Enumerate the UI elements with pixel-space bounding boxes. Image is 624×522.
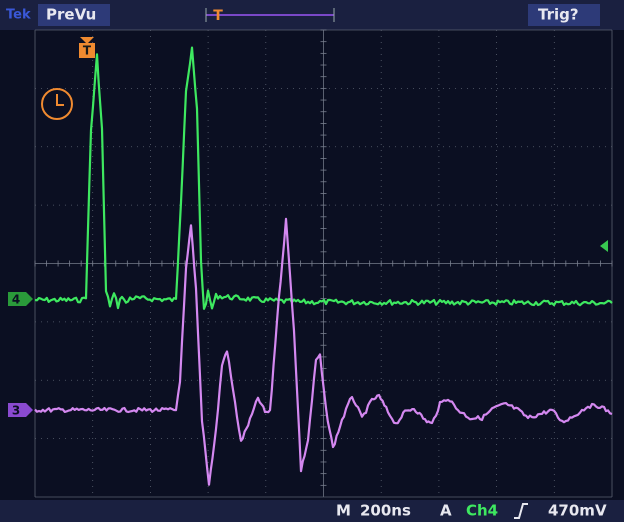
channel-4-label: 4 xyxy=(12,293,20,307)
trigger-source: Ch4 xyxy=(466,502,498,520)
trigger-status: Trig? xyxy=(538,6,579,24)
trigger-prefix: A xyxy=(440,502,452,520)
status-bar xyxy=(0,500,624,522)
oscilloscope-screen: Tek PreVu T Trig? T 4 3 M 200ns A Ch4 47… xyxy=(0,0,624,522)
timebase: 200ns xyxy=(360,502,411,520)
timebase-prefix: M xyxy=(336,502,351,520)
mode: PreVu xyxy=(46,6,96,24)
record-trigger-marker: T xyxy=(213,8,223,24)
trigger-position-label: T xyxy=(83,44,92,58)
trigger-level: 470mV xyxy=(548,502,607,520)
channel-3-label: 3 xyxy=(12,404,20,418)
brand: Tek xyxy=(6,8,31,23)
